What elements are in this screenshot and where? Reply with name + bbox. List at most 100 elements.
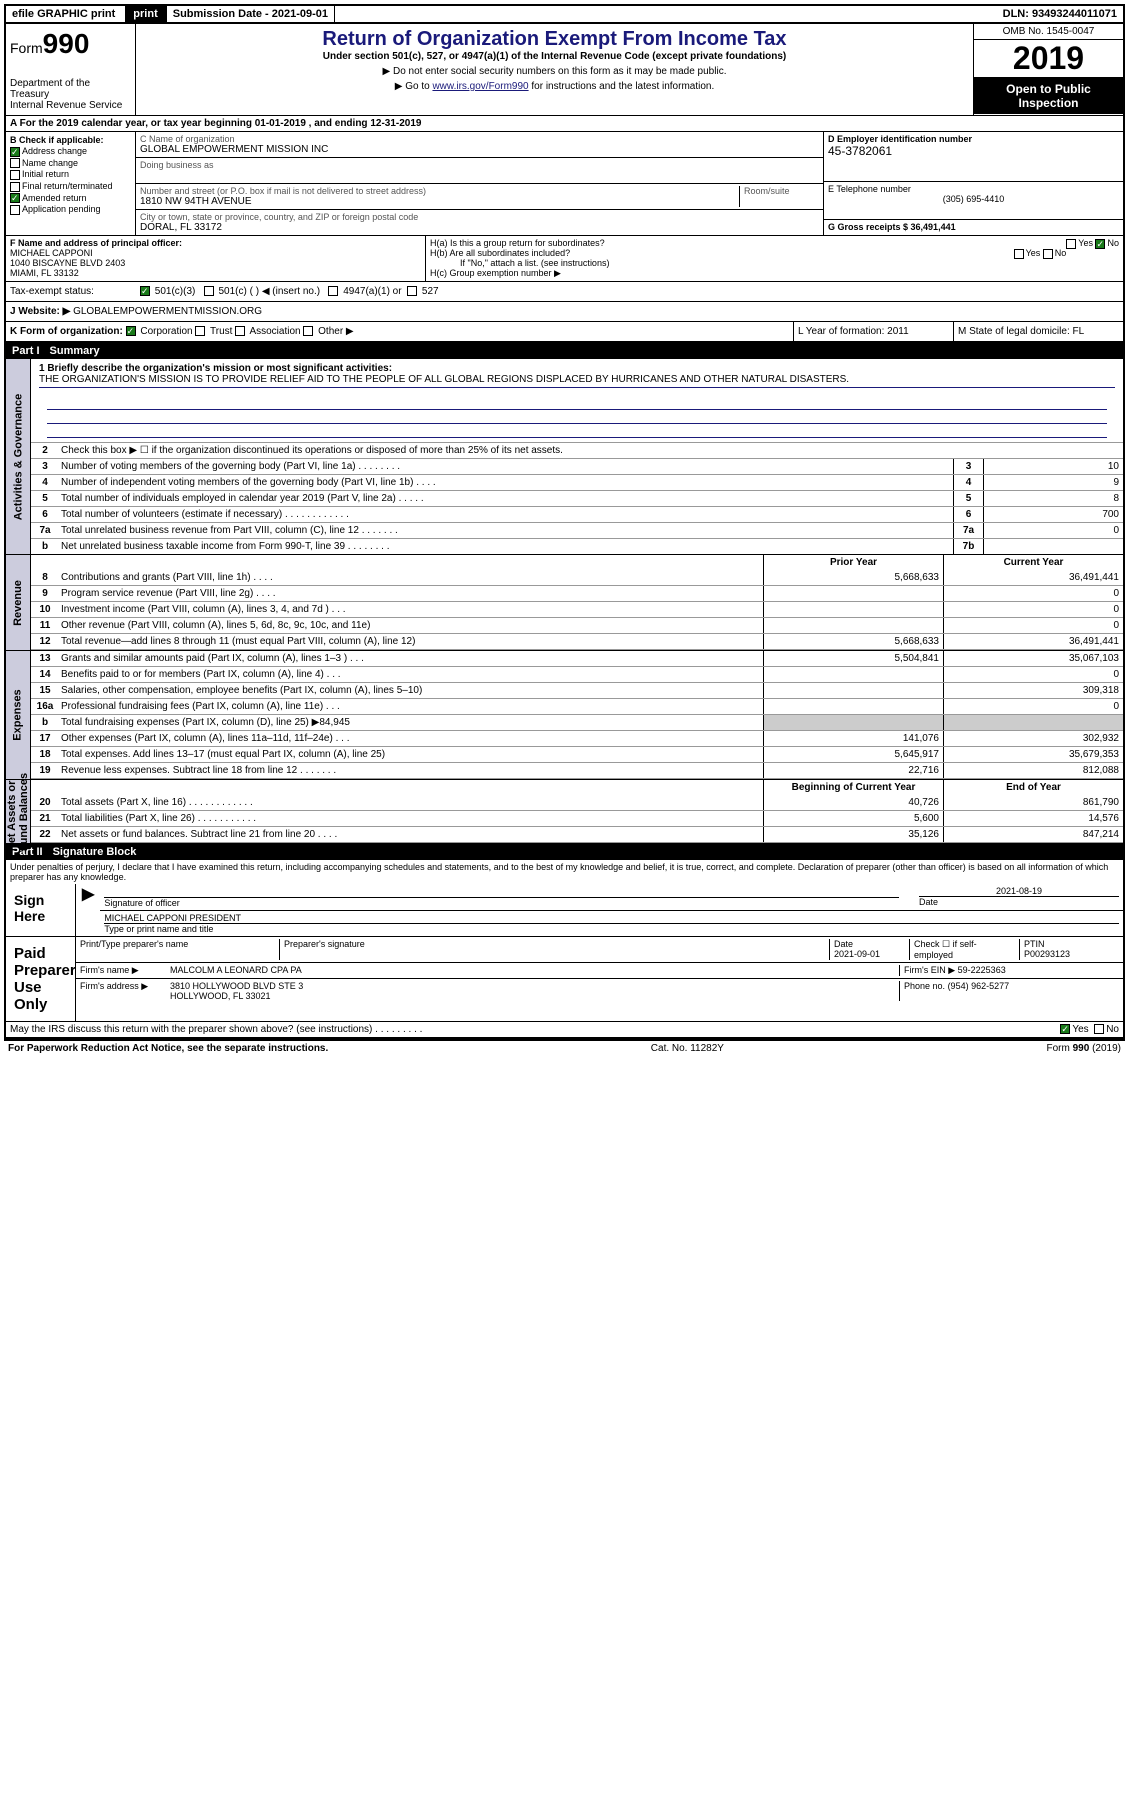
officer-print-name: MICHAEL CAPPONI PRESIDENT (104, 913, 1119, 924)
efile-label: efile GRAPHIC print (6, 6, 121, 22)
footer-mid: Cat. No. 11282Y (651, 1043, 724, 1054)
cb-trust[interactable] (195, 326, 205, 336)
mission-label: 1 Briefly describe the organization's mi… (39, 363, 1115, 374)
mission-text: THE ORGANIZATION'S MISSION IS TO PROVIDE… (39, 374, 1115, 388)
cb-name-change[interactable]: Name change (10, 158, 131, 169)
header-left: Form990 Department of theTreasuryInterna… (6, 24, 136, 115)
prep-sig-label: Preparer's signature (280, 939, 829, 960)
room-label: Room/suite (744, 186, 819, 196)
begin-year-header: Beginning of Current Year (763, 780, 943, 795)
cb-discuss-no[interactable] (1094, 1024, 1104, 1034)
omb-number: OMB No. 1545-0047 (974, 24, 1123, 40)
cb-address-change[interactable]: Address change (10, 146, 131, 157)
end-year-header: End of Year (943, 780, 1123, 795)
submission-date: Submission Date - 2021-09-01 (166, 6, 335, 22)
cb-initial-return[interactable]: Initial return (10, 169, 131, 180)
expense-line: 14Benefits paid to or for members (Part … (31, 667, 1123, 683)
phone-label: E Telephone number (828, 184, 1119, 194)
firm-addr1: 3810 HOLLYWOOD BLVD STE 3 (170, 981, 899, 991)
hb-note: If "No," attach a list. (see instruction… (430, 258, 1119, 268)
phone-value: (305) 695-4410 (828, 194, 1119, 204)
paid-preparer-label: Paid Preparer Use Only (6, 937, 76, 1021)
org-name: GLOBAL EMPOWERMENT MISSION INC (140, 144, 819, 155)
row-k-form-org: K Form of organization: Corporation Trus… (6, 322, 793, 341)
cb-final-return[interactable]: Final return/terminated (10, 181, 131, 192)
cb-amended-return[interactable]: Amended return (10, 193, 131, 204)
part2-header: Part II Signature Block (6, 844, 1123, 860)
city-value: DORAL, FL 33172 (140, 222, 819, 233)
ein-label: D Employer identification number (828, 134, 1119, 144)
part1-header: Part I Summary (6, 343, 1123, 359)
ein-value: 45-3782061 (828, 144, 1119, 158)
header-right: OMB No. 1545-0047 2019 Open to Public In… (973, 24, 1123, 115)
expense-line: bTotal fundraising expenses (Part IX, co… (31, 715, 1123, 731)
header: Form990 Department of theTreasuryInterna… (6, 24, 1123, 116)
dba-label: Doing business as (140, 160, 819, 170)
governance-line: 4Number of independent voting members of… (31, 475, 1123, 491)
state-domicile: M State of legal domicile: FL (953, 322, 1123, 341)
dba-value (140, 170, 819, 181)
current-year-header: Current Year (943, 555, 1123, 570)
cb-501c[interactable] (204, 286, 214, 296)
revenue-line: 12Total revenue—add lines 8 through 11 (… (31, 634, 1123, 650)
expense-line: 15Salaries, other compensation, employee… (31, 683, 1123, 699)
hb-subordinates: H(b) Are all subordinates included? Yes … (430, 248, 1119, 258)
addr-value: 1810 NW 94TH AVENUE (140, 196, 739, 207)
print-button[interactable]: print (125, 6, 165, 22)
revenue-section: Revenue Prior Year Current Year 8Contrib… (6, 555, 1123, 651)
prep-date: 2021-09-01 (834, 949, 905, 959)
irs-link[interactable]: www.irs.gov/Form990 (432, 81, 528, 92)
paid-preparer-row: Paid Preparer Use Only Print/Type prepar… (6, 937, 1123, 1022)
dept-treasury: Department of theTreasuryInternal Revenu… (10, 78, 131, 111)
row-f-h: F Name and address of principal officer:… (6, 236, 1123, 282)
year-formation: L Year of formation: 2011 (793, 322, 953, 341)
revenue-line: 8Contributions and grants (Part VIII, li… (31, 570, 1123, 586)
ptin-value: P00293123 (1024, 949, 1115, 959)
revenue-line: 10Investment income (Part VIII, column (… (31, 602, 1123, 618)
form-number: 990 (43, 28, 90, 59)
sign-here-row: Sign Here ▶ Signature of officer 2021-08… (6, 884, 1123, 937)
ssn-notice: ▶ Do not enter social security numbers o… (140, 66, 969, 77)
q2-discontinued: Check this box ▶ ☐ if the organization d… (59, 443, 1123, 458)
officer-addr2: MIAMI, FL 33132 (10, 268, 421, 278)
col-d-right: D Employer identification number 45-3782… (823, 132, 1123, 235)
cb-4947[interactable] (328, 286, 338, 296)
expense-line: 19Revenue less expenses. Subtract line 1… (31, 763, 1123, 779)
print-name-label: Type or print name and title (104, 924, 1119, 934)
cb-association[interactable] (235, 326, 245, 336)
net-assets-line: 20Total assets (Part X, line 16) . . . .… (31, 795, 1123, 811)
tax-status-label: Tax-exempt status: (6, 282, 136, 301)
cb-corporation[interactable] (126, 326, 136, 336)
cb-527[interactable] (407, 286, 417, 296)
expense-line: 13Grants and similar amounts paid (Part … (31, 651, 1123, 667)
cb-application-pending[interactable]: Application pending (10, 204, 131, 215)
net-assets-section: Net Assets orFund Balances Beginning of … (6, 780, 1123, 844)
col-c-name-address: C Name of organization GLOBAL EMPOWERMEN… (136, 132, 823, 235)
firm-addr2: HOLLYWOOD, FL 33021 (170, 991, 899, 1001)
revenue-line: 11Other revenue (Part VIII, column (A), … (31, 618, 1123, 634)
org-name-label: C Name of organization (140, 134, 819, 144)
footer-right: Form 990 (2019) (1047, 1043, 1121, 1054)
website-row: J Website: ▶ GLOBALEMPOWERMENTMISSION.OR… (6, 302, 1123, 322)
net-assets-line: 21Total liabilities (Part X, line 26) . … (31, 811, 1123, 827)
cb-501c3[interactable] (140, 286, 150, 296)
cb-other[interactable] (303, 326, 313, 336)
governance-line: 5Total number of individuals employed in… (31, 491, 1123, 507)
sig-officer-label: Signature of officer (104, 898, 899, 908)
goto-link: ▶ Go to www.irs.gov/Form990 for instruct… (140, 81, 969, 92)
expense-line: 18Total expenses. Add lines 13–17 (must … (31, 747, 1123, 763)
tax-year: 2019 (974, 40, 1123, 78)
mission-block: 1 Briefly describe the organization's mi… (31, 359, 1123, 442)
discuss-yes-no: Yes No (1060, 1024, 1119, 1035)
firm-name-label: Firm's name ▶ (80, 965, 170, 976)
form-label: Form (10, 40, 43, 56)
firm-ein: 59-2225363 (958, 965, 1006, 975)
sign-here-label: Sign Here (6, 884, 76, 936)
net-assets-tab: Net Assets orFund Balances (6, 780, 31, 843)
cb-discuss-yes[interactable] (1060, 1024, 1070, 1034)
dln: DLN: 93493244011071 (997, 6, 1123, 22)
col-b-label: B Check if applicable: (10, 135, 131, 145)
form-title: Return of Organization Exempt From Incom… (140, 28, 969, 51)
officer-name: MICHAEL CAPPONI (10, 248, 421, 258)
public-inspection: Open to Public Inspection (974, 78, 1123, 114)
